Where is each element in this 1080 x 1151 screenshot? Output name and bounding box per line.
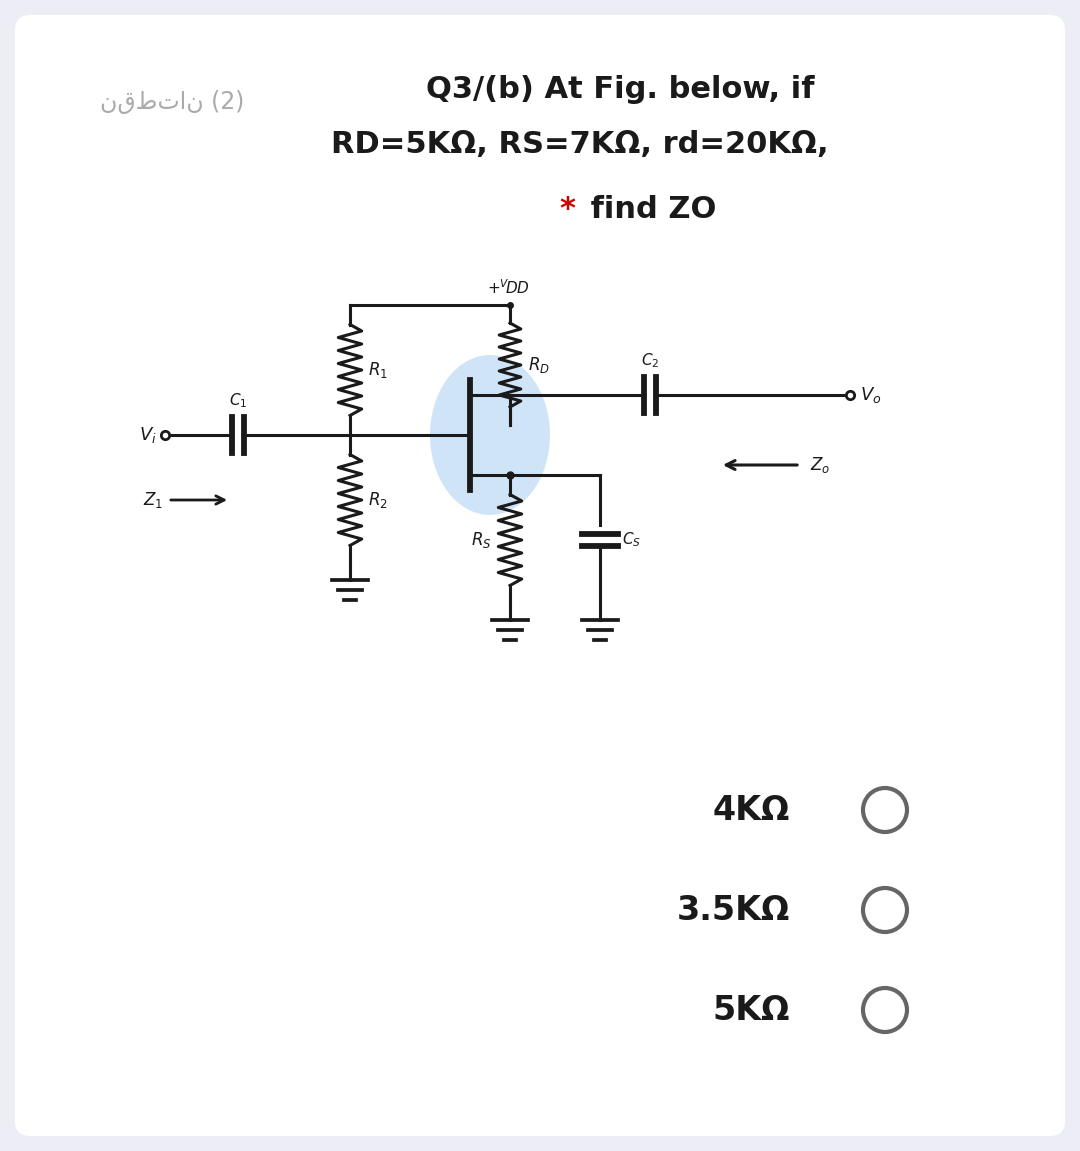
Text: $C_2$: $C_2$ <box>640 351 659 369</box>
Text: $C_1$: $C_1$ <box>229 391 247 410</box>
Text: نقطتان (2): نقطتان (2) <box>100 90 244 114</box>
Text: 3.5KΩ: 3.5KΩ <box>677 893 789 927</box>
Text: 5KΩ: 5KΩ <box>713 993 789 1027</box>
Text: $Z_1$: $Z_1$ <box>143 490 163 510</box>
Text: 4KΩ: 4KΩ <box>713 793 789 826</box>
FancyBboxPatch shape <box>15 15 1065 1136</box>
Text: find ZO: find ZO <box>580 195 716 224</box>
Circle shape <box>863 988 907 1032</box>
Circle shape <box>863 889 907 932</box>
Ellipse shape <box>430 355 550 514</box>
Text: $Z_o$: $Z_o$ <box>810 455 831 475</box>
Text: $R_2$: $R_2$ <box>368 490 388 510</box>
Text: $V_o$: $V_o$ <box>860 384 881 405</box>
Text: $R_S$: $R_S$ <box>472 529 492 550</box>
Text: $C_S$: $C_S$ <box>622 531 642 549</box>
Text: *: * <box>559 195 575 224</box>
Text: $+^{V}\!DD$: $+^{V}\!DD$ <box>486 279 529 297</box>
Text: Q3/(b) At Fig. below, if: Q3/(b) At Fig. below, if <box>426 75 814 104</box>
Text: $R_D$: $R_D$ <box>528 355 550 375</box>
Text: $R_1$: $R_1$ <box>368 360 388 380</box>
Text: RD=5KΩ, RS=7KΩ, rd=20KΩ,: RD=5KΩ, RS=7KΩ, rd=20KΩ, <box>332 130 828 159</box>
Text: $V_i$: $V_i$ <box>139 425 157 445</box>
Circle shape <box>863 788 907 832</box>
